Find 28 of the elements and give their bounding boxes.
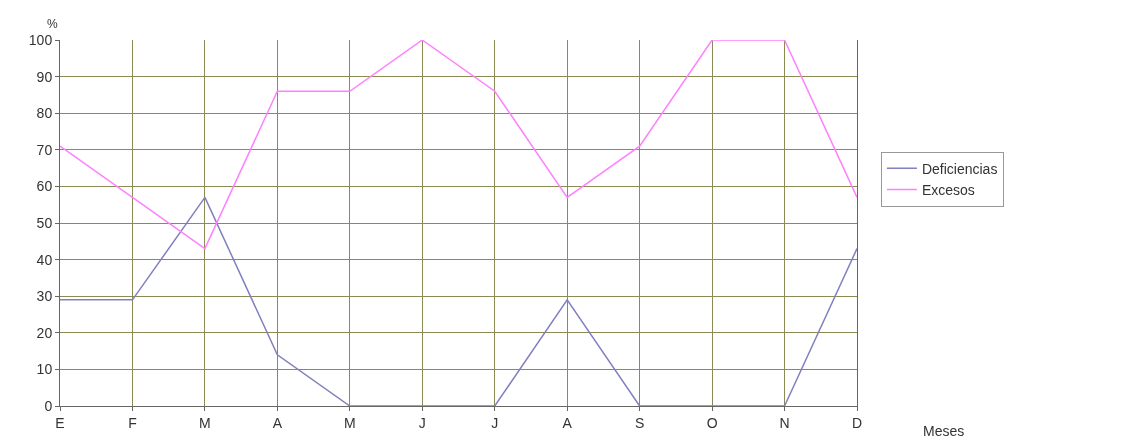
- x-tick-label: N: [779, 414, 790, 431]
- x-tick-label: A: [562, 414, 573, 431]
- y-tick-label: 50: [36, 214, 53, 231]
- line-series: [60, 40, 857, 250]
- y-tick-label: 90: [36, 68, 53, 85]
- x-tick-label: E: [55, 414, 65, 431]
- y-tick-label: 80: [36, 105, 53, 122]
- y-tick-label: 30: [36, 288, 53, 305]
- x-tick-label: M: [343, 414, 356, 431]
- x-tick-label: J: [418, 414, 426, 431]
- legend-label: Deficiencias: [921, 160, 998, 177]
- x-tick-label: S: [634, 414, 645, 431]
- y-tick-label: 40: [36, 251, 53, 268]
- y-tick-label: 0: [44, 397, 53, 414]
- y-tick-label: 100: [28, 31, 53, 48]
- x-tick-label: A: [272, 414, 283, 431]
- x-tick-label: F: [128, 414, 137, 431]
- y-tick-label: 20: [36, 324, 53, 341]
- x-tick-label: O: [706, 414, 718, 431]
- x-tick-label: D: [851, 414, 863, 431]
- y-tick-label: 70: [36, 141, 53, 158]
- x-tick-label: M: [199, 414, 211, 431]
- legend-label: Excesos: [921, 181, 975, 198]
- x-tick-label: J: [491, 414, 499, 431]
- y-axis-title: %: [47, 17, 58, 31]
- y-tick-label: 10: [36, 361, 53, 378]
- x-axis-title: Meses: [923, 423, 965, 439]
- y-tick-label: 60: [36, 178, 53, 195]
